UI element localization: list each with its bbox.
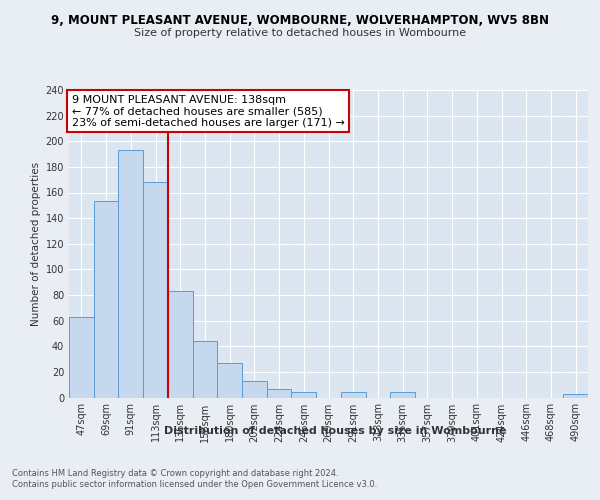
Bar — [267, 388, 292, 398]
Bar — [341, 392, 365, 398]
Bar — [94, 202, 118, 398]
Text: Distribution of detached houses by size in Wombourne: Distribution of detached houses by size … — [164, 426, 506, 436]
Text: 9 MOUNT PLEASANT AVENUE: 138sqm
← 77% of detached houses are smaller (585)
23% o: 9 MOUNT PLEASANT AVENUE: 138sqm ← 77% of… — [71, 94, 344, 128]
Text: Contains public sector information licensed under the Open Government Licence v3: Contains public sector information licen… — [12, 480, 377, 489]
Bar — [69, 317, 94, 398]
Bar — [390, 392, 415, 398]
Bar — [563, 394, 588, 398]
Bar — [143, 182, 168, 398]
Bar — [168, 291, 193, 398]
Bar — [193, 341, 217, 398]
Text: Contains HM Land Registry data © Crown copyright and database right 2024.: Contains HM Land Registry data © Crown c… — [12, 469, 338, 478]
Bar — [242, 381, 267, 398]
Bar — [118, 150, 143, 398]
Y-axis label: Number of detached properties: Number of detached properties — [31, 162, 41, 326]
Bar — [292, 392, 316, 398]
Bar — [217, 363, 242, 398]
Text: 9, MOUNT PLEASANT AVENUE, WOMBOURNE, WOLVERHAMPTON, WV5 8BN: 9, MOUNT PLEASANT AVENUE, WOMBOURNE, WOL… — [51, 14, 549, 27]
Text: Size of property relative to detached houses in Wombourne: Size of property relative to detached ho… — [134, 28, 466, 38]
